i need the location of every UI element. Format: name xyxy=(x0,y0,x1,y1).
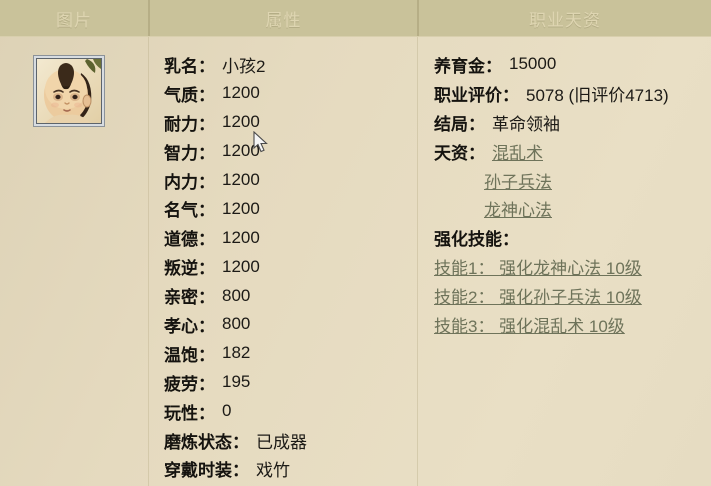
career-value: 5078 (旧评价4713) xyxy=(526,85,669,105)
attr-label: 乳名： xyxy=(164,56,215,76)
career-row-talent: 天资： 混乱术 xyxy=(434,137,711,166)
header-career-talent: 职业天资 xyxy=(417,0,711,36)
career-row-ending: 结局： 革命领袖 xyxy=(434,108,711,137)
attr-row-innerpower: 内力： 1200 xyxy=(164,166,417,195)
attr-row-temperament: 气质： 1200 xyxy=(164,79,417,108)
attr-row-morality: 道德： 1200 xyxy=(164,223,417,252)
attributes-column: 乳名： 小孩2 气质： 1200 耐力： 1200 智力： 1200 内力： 1200 名… xyxy=(148,37,417,486)
career-label: 养育金： xyxy=(434,56,502,76)
header-attributes: 属性 xyxy=(148,0,417,36)
attr-label: 道德： xyxy=(164,230,215,250)
attr-value: 1200 xyxy=(222,256,260,276)
career-label: 职业评价： xyxy=(434,85,519,105)
attr-label: 玩性： xyxy=(164,403,215,423)
attr-value: 戏竹 xyxy=(256,461,290,481)
attr-row-fatigue: 疲劳： 195 xyxy=(164,368,417,397)
attr-row-playfulness: 玩性： 0 xyxy=(164,397,417,426)
child-portrait xyxy=(36,58,102,124)
attr-value: 1200 xyxy=(222,170,260,189)
attr-label: 疲劳： xyxy=(164,374,215,394)
attr-label: 名气： xyxy=(164,201,215,221)
attr-value: 1200 xyxy=(222,227,260,247)
skill-link-3[interactable]: 技能3： 强化混乱术 10级 xyxy=(434,316,625,336)
career-row-evaluation: 职业评价： 5078 (旧评价4713) xyxy=(434,79,711,108)
attr-label: 温饱： xyxy=(164,345,215,365)
talent-link-chaos-art[interactable]: 混乱术 xyxy=(492,143,543,163)
attr-value: 800 xyxy=(222,314,251,334)
table-header: 图片 属性 职业天资 xyxy=(0,0,711,37)
attr-row-intelligence: 智力： 1200 xyxy=(164,137,417,166)
attr-value: 0 xyxy=(222,401,232,421)
attr-label: 孝心： xyxy=(164,316,215,336)
attr-row-outfit: 穿戴时装： 戏竹 xyxy=(164,454,417,483)
talent-link-dragon-god-method[interactable]: 龙神心法 xyxy=(484,201,552,221)
career-label: 天资： xyxy=(434,143,485,163)
career-row-skill2: 技能2： 强化孙子兵法 10级 xyxy=(434,281,711,310)
attr-label: 叛逆： xyxy=(164,259,215,279)
attr-row-training-state: 磨炼状态： 已成器 xyxy=(164,426,417,455)
attr-value: 1200 xyxy=(222,83,260,103)
attr-row-filialpiety: 孝心： 800 xyxy=(164,310,417,339)
attr-label: 内力： xyxy=(164,172,215,192)
attr-label: 亲密： xyxy=(164,288,215,308)
attr-value: 小孩2 xyxy=(222,56,266,76)
attr-label: 耐力： xyxy=(164,114,215,134)
skill-link-2[interactable]: 技能2： 强化孙子兵法 10级 xyxy=(434,288,642,308)
attr-row-fame: 名气： 1200 xyxy=(164,194,417,223)
attr-value: 1200 xyxy=(222,198,260,218)
attr-row-milkname: 乳名： 小孩2 xyxy=(164,50,417,79)
child-avatar-icon xyxy=(37,59,101,123)
attr-label: 智力： xyxy=(164,143,215,163)
career-column: 养育金： 15000 职业评价： 5078 (旧评价4713) 结局： 革命领袖 天资… xyxy=(417,37,711,486)
career-row-skill1: 技能1： 强化龙神心法 10级 xyxy=(434,252,711,281)
talent-link-sunzi-art-of-war[interactable]: 孙子兵法 xyxy=(484,172,552,192)
attr-value: 1200 xyxy=(222,141,260,161)
career-row-skill3: 技能3： 强化混乱术 10级 xyxy=(434,310,711,339)
attr-row-stamina: 耐力： 1200 xyxy=(164,108,417,137)
attr-label: 磨炼状态： xyxy=(164,432,249,452)
image-column xyxy=(0,37,148,486)
header-image: 图片 xyxy=(56,10,92,30)
attr-row-satiety: 温饱： 182 xyxy=(164,339,417,368)
career-row-talent3: 龙神心法 xyxy=(434,194,711,223)
career-row-talent2: 孙子兵法 xyxy=(434,166,711,195)
portrait-frame xyxy=(33,55,105,127)
career-label: 结局： xyxy=(434,114,485,134)
career-row-fund: 养育金： 15000 xyxy=(434,50,711,79)
attr-row-intimacy: 亲密： 800 xyxy=(164,281,417,310)
attr-value: 1200 xyxy=(222,112,260,132)
career-row-skills-heading: 强化技能： xyxy=(434,223,711,252)
skill-link-1[interactable]: 技能1： 强化龙神心法 10级 xyxy=(434,259,642,279)
attr-value: 800 xyxy=(222,285,251,305)
attr-label: 穿戴时装： xyxy=(164,461,249,481)
career-value: 15000 xyxy=(509,54,557,74)
attr-value: 已成器 xyxy=(256,432,307,452)
attr-row-rebellion: 叛逆： 1200 xyxy=(164,252,417,281)
career-value: 革命领袖 xyxy=(492,114,560,134)
attr-value: 195 xyxy=(222,372,251,392)
attr-value: 182 xyxy=(222,343,251,363)
skills-heading-label: 强化技能： xyxy=(434,230,519,250)
attr-label: 气质： xyxy=(164,85,215,105)
